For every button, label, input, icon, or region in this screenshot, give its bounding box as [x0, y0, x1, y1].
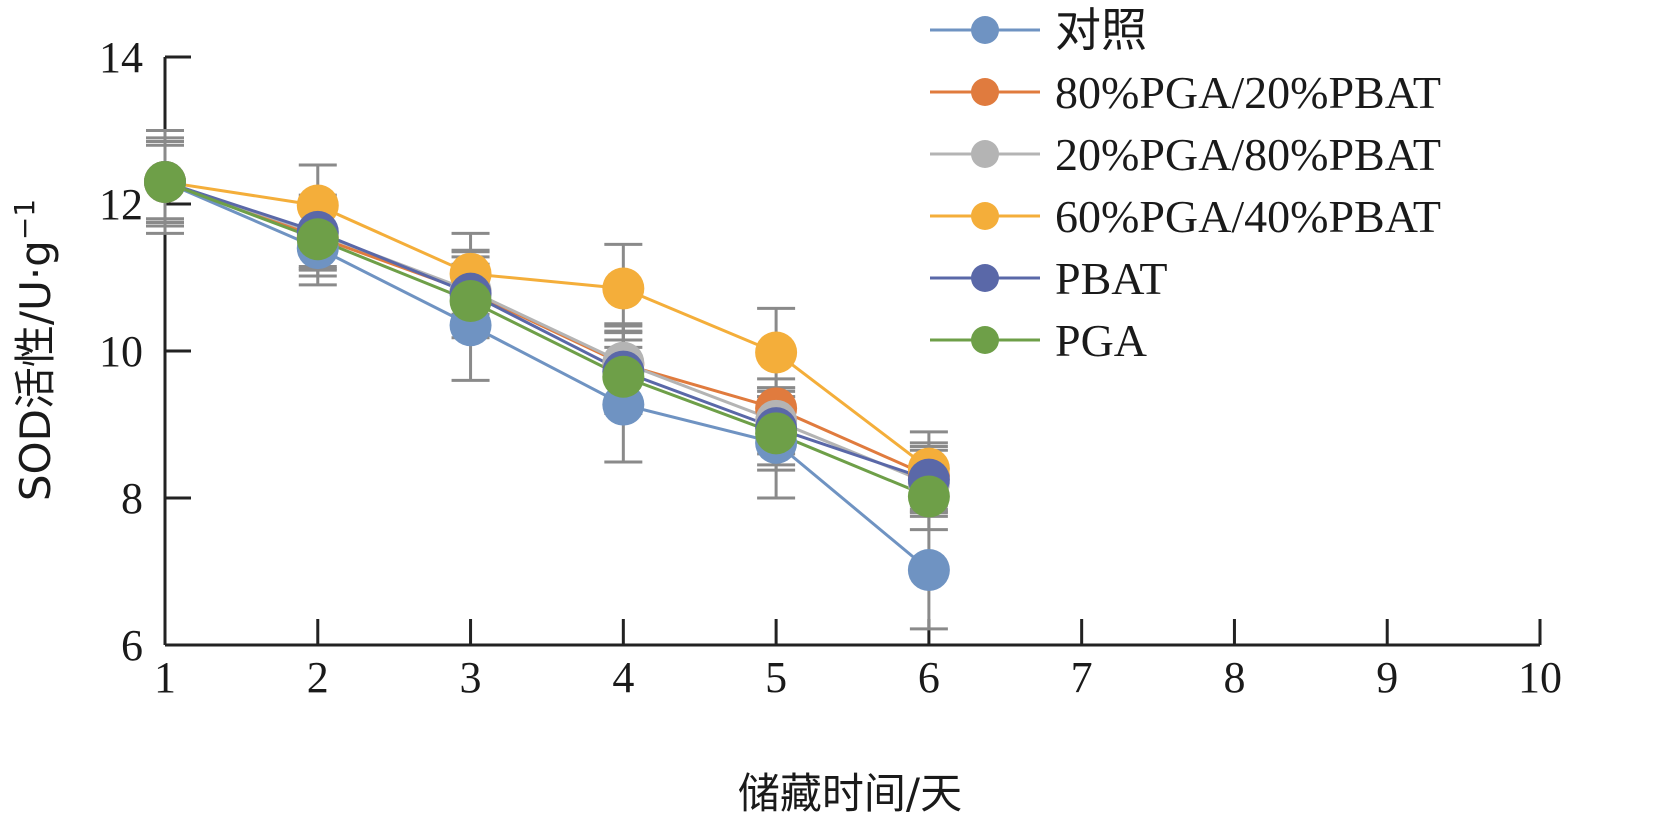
series-line	[164, 180, 930, 470]
x-tick-label: 5	[765, 653, 787, 702]
data-point	[602, 267, 645, 310]
y-tick-label: 10	[99, 327, 143, 376]
legend-swatch-marker	[971, 78, 999, 106]
y-tick-label: 6	[121, 621, 143, 670]
x-axis-title: 储藏时间/天	[738, 769, 962, 818]
axes	[163, 55, 1542, 647]
y-tick-label: 8	[121, 474, 143, 523]
legend-label: 20%PGA/80%PBAT	[1055, 129, 1441, 180]
x-tick-label: 2	[307, 653, 329, 702]
legend-label: 对照	[1055, 5, 1147, 56]
data-point	[602, 355, 645, 398]
series-lines	[164, 180, 930, 572]
series-markers	[144, 160, 950, 592]
x-tick-label: 6	[918, 653, 940, 702]
legend-label: PBAT	[1055, 253, 1167, 304]
data-point	[296, 218, 339, 261]
legend-swatch-marker	[971, 16, 999, 44]
y-tick-label: 14	[99, 33, 143, 82]
y-axis-title-superscript: −1	[8, 199, 41, 240]
data-point	[449, 280, 492, 323]
data-point	[907, 549, 950, 592]
legend-label: 80%PGA/20%PBAT	[1055, 67, 1441, 118]
data-point	[755, 331, 798, 374]
legend-label: PGA	[1055, 315, 1147, 366]
series-line	[164, 180, 930, 498]
error-bars	[146, 129, 948, 631]
y-axis-title-main: SOD活性/U·g	[11, 240, 60, 501]
x-tick-label: 1	[154, 653, 176, 702]
y-axis-title: SOD活性/U·g−1	[8, 199, 60, 501]
legend-swatch-marker	[971, 202, 999, 230]
x-tick-label: 8	[1223, 653, 1245, 702]
series-line	[164, 180, 930, 572]
series-line	[164, 180, 930, 482]
y-tick-label: 12	[99, 180, 143, 229]
legend-label: 60%PGA/40%PBAT	[1055, 191, 1441, 242]
x-tick-label: 3	[460, 653, 482, 702]
legend-swatch-marker	[971, 140, 999, 168]
data-point	[144, 160, 186, 203]
data-point	[755, 412, 798, 455]
x-tick-label: 7	[1071, 653, 1093, 702]
x-tick-label: 10	[1518, 653, 1562, 702]
legend: 对照 80%PGA/20%PBAT 20%PGA/80%PBAT 60%PGA/40%…	[930, 5, 1441, 366]
legend-swatch-marker	[971, 326, 999, 354]
x-tick-label: 9	[1376, 653, 1398, 702]
x-tick-label: 4	[612, 653, 634, 702]
legend-swatch-marker	[971, 264, 999, 292]
data-point	[907, 475, 950, 518]
